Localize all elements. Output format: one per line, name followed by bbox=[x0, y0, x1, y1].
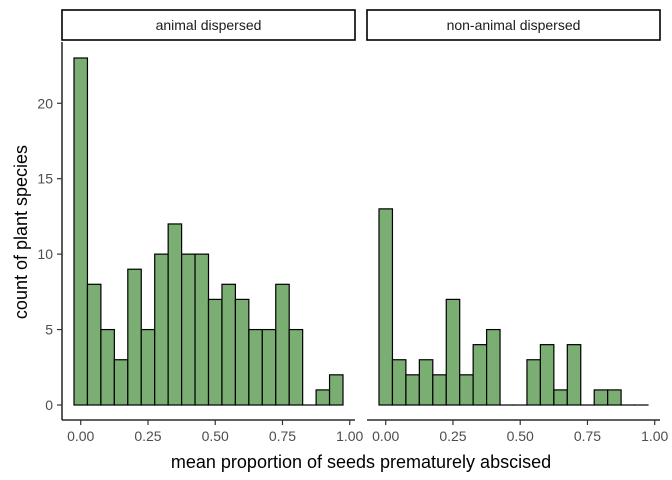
histogram-bar bbox=[275, 283, 290, 406]
histogram-bar bbox=[261, 328, 277, 406]
facet-strip-label: animal dispersed bbox=[156, 17, 262, 33]
histogram-bar bbox=[288, 328, 304, 406]
histogram-bar bbox=[194, 253, 210, 406]
histogram-bar bbox=[315, 389, 331, 406]
y-axis: 0 5 10 15 20 bbox=[37, 42, 63, 420]
x-tick-label: 0.50 bbox=[507, 428, 534, 444]
histogram-bar bbox=[593, 389, 609, 406]
histogram-bar bbox=[248, 328, 263, 406]
histogram-bar bbox=[405, 374, 420, 406]
x-tick-label: 0.25 bbox=[134, 428, 161, 444]
y-axis-title: count of plant species bbox=[11, 145, 31, 319]
histogram-bar bbox=[566, 344, 582, 406]
histogram-bar bbox=[86, 283, 102, 406]
histogram-bar bbox=[234, 298, 250, 406]
histogram-bar bbox=[459, 374, 474, 406]
y-tick-label: 15 bbox=[37, 171, 53, 187]
histogram-bar bbox=[181, 253, 196, 406]
histogram-bar bbox=[100, 328, 115, 406]
histogram-bar bbox=[154, 253, 169, 406]
histogram-bar bbox=[526, 359, 542, 406]
y-tick-label: 20 bbox=[37, 95, 53, 111]
histogram-bar bbox=[378, 208, 394, 406]
x-tick-label: 0.25 bbox=[439, 428, 466, 444]
x-axis-title: mean proportion of seeds premature­ly ab… bbox=[171, 452, 551, 472]
facet-strip bbox=[61, 9, 356, 41]
panel-2: non-animal dispersed 0.00 0.25 0.50 0.75 1.00 bbox=[366, 9, 669, 444]
y-tick-label: 0 bbox=[45, 397, 53, 413]
histogram-bar bbox=[113, 359, 129, 406]
histogram-bar bbox=[391, 359, 407, 406]
facet-strip bbox=[366, 9, 661, 41]
histogram-bar bbox=[167, 223, 183, 406]
histogram-bar bbox=[539, 344, 555, 406]
x-tick-label: 0.00 bbox=[372, 428, 399, 444]
panel-1: animal dispersed 0.00 0.25 0.50 0.75 1.00 bbox=[61, 9, 364, 444]
histogram-bar bbox=[472, 344, 488, 406]
x-tick-label: 1.00 bbox=[641, 428, 668, 444]
histogram-bar bbox=[221, 283, 236, 406]
histogram-bar bbox=[418, 359, 434, 406]
x-tick-label: 1.00 bbox=[336, 428, 363, 444]
facet-strip-label: non-animal dispersed bbox=[447, 17, 581, 33]
histogram-bar bbox=[140, 328, 156, 406]
histogram-bar bbox=[486, 328, 501, 406]
x-tick-label: 0.75 bbox=[269, 428, 296, 444]
histogram-bar bbox=[432, 374, 447, 406]
histogram-bar bbox=[73, 57, 89, 406]
x-tick-label: 0.75 bbox=[574, 428, 601, 444]
x-tick-label: 0.50 bbox=[202, 428, 229, 444]
histogram-bar bbox=[328, 374, 344, 406]
histogram-bar bbox=[553, 389, 568, 406]
histogram-bar bbox=[445, 298, 461, 406]
histogram-bar bbox=[127, 268, 142, 406]
y-tick-label: 10 bbox=[37, 246, 53, 262]
histogram-bar bbox=[607, 389, 622, 406]
y-tick-label: 5 bbox=[45, 322, 53, 338]
x-tick-label: 0.00 bbox=[67, 428, 94, 444]
histogram-bar bbox=[207, 298, 223, 406]
